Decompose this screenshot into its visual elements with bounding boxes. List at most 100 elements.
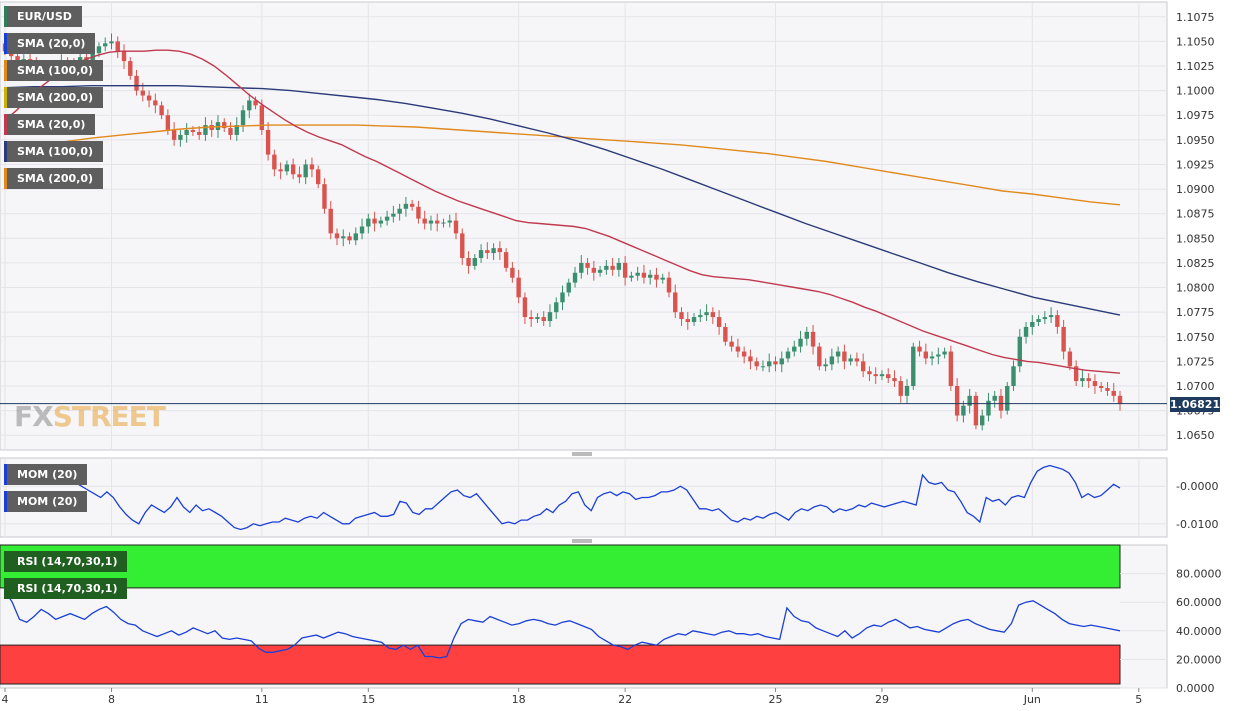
rsi-legend-item[interactable]: RSI (14,70,30,1)	[4, 578, 128, 599]
candle	[234, 117, 239, 141]
candle	[785, 347, 791, 363]
price-legend-item[interactable]: SMA (200,0)	[4, 168, 104, 189]
candle-body	[478, 250, 484, 258]
legend-label: SMA (20,0)	[17, 37, 86, 50]
candle-body	[917, 346, 922, 352]
candle-body	[898, 381, 903, 396]
candle-body	[303, 164, 308, 178]
candle-body	[1055, 315, 1060, 327]
candle-body	[1005, 386, 1010, 411]
rsi-legend-item[interactable]: RSI (14,70,30,1)	[4, 551, 128, 572]
candle	[309, 157, 315, 178]
candle-body	[547, 312, 553, 322]
legend-label: RSI (14,70,30,1)	[17, 555, 118, 568]
candle	[334, 228, 340, 246]
candle	[867, 366, 872, 382]
candle	[447, 214, 452, 228]
candle-body	[1073, 366, 1079, 382]
candle-body	[240, 110, 246, 126]
candle-body	[929, 356, 935, 359]
legend-color-swatch	[4, 464, 7, 485]
candle-body	[428, 220, 434, 224]
candle	[1092, 374, 1098, 394]
candle	[616, 258, 622, 277]
price-tick-label: 1.0800	[1176, 282, 1215, 295]
candle-body	[503, 252, 509, 268]
candle-body	[203, 125, 208, 135]
candle-body	[284, 164, 290, 172]
candle-body	[416, 206, 421, 219]
candle-body	[1023, 326, 1029, 337]
candle-body	[196, 131, 202, 135]
candle-body	[397, 208, 402, 214]
candle	[422, 210, 427, 230]
candle-body	[134, 75, 139, 91]
legend-label: SMA (200,0)	[17, 91, 94, 104]
legend-color-swatch	[4, 60, 7, 81]
rsi-oversold-zone	[0, 644, 1121, 685]
price-legend-item[interactable]: SMA (100,0)	[4, 60, 104, 81]
candle	[886, 368, 891, 384]
price-legend-item[interactable]: SMA (20,0)	[4, 114, 96, 135]
candle	[635, 266, 640, 281]
candle-body	[178, 134, 183, 140]
candle-body	[1048, 315, 1054, 318]
candle-body	[121, 51, 127, 62]
candle-body	[879, 374, 885, 377]
price-legend-item[interactable]: SMA (200,0)	[4, 87, 104, 108]
x-tick-label: 5	[1135, 693, 1142, 706]
candle-body	[391, 213, 396, 217]
x-tick-label: 25	[768, 693, 782, 706]
candle	[134, 69, 139, 96]
candle	[328, 200, 333, 240]
candle	[748, 349, 753, 370]
candle	[378, 216, 384, 228]
candle	[121, 44, 127, 69]
candle-body	[228, 128, 233, 135]
candle-body	[979, 415, 985, 426]
legend-label: MOM (20)	[17, 468, 78, 481]
candle-body	[359, 226, 365, 234]
candle-body	[911, 346, 916, 386]
legend-color-swatch	[4, 168, 7, 189]
candle-body	[510, 267, 515, 278]
candle-body	[723, 326, 728, 342]
momentum-legend-item[interactable]: MOM (20)	[4, 491, 88, 512]
candle-body	[572, 272, 578, 283]
candle-body	[641, 272, 647, 278]
candle-body	[760, 366, 766, 368]
candle-body	[1111, 390, 1116, 396]
candle	[685, 312, 690, 330]
candle	[854, 352, 860, 367]
candle-body	[798, 338, 803, 347]
candle-body	[566, 282, 571, 293]
candle	[773, 356, 778, 372]
candle	[591, 260, 597, 281]
candle-body	[635, 272, 640, 276]
legend-label: RSI (14,70,30,1)	[17, 582, 118, 595]
candle	[948, 345, 954, 391]
candle	[510, 261, 515, 283]
price-tick-label: 1.0925	[1176, 158, 1215, 171]
candle	[698, 309, 703, 322]
candle	[453, 212, 459, 240]
candle	[284, 160, 290, 176]
candle-body	[447, 220, 452, 223]
price-legend-item[interactable]: SMA (100,0)	[4, 141, 104, 162]
momentum-legend-item[interactable]: MOM (20)	[4, 464, 88, 485]
candle	[372, 211, 377, 232]
candle	[441, 218, 446, 228]
candle	[1036, 315, 1041, 326]
candle-body	[472, 258, 478, 266]
candle	[103, 37, 108, 52]
candle	[384, 210, 390, 226]
candle-body	[610, 265, 615, 270]
rsi-tick-label: 60.0000	[1176, 596, 1222, 609]
x-tick-label: 15	[361, 693, 375, 706]
candle	[1061, 320, 1066, 360]
candle-body	[936, 354, 941, 357]
candle-body	[860, 361, 866, 372]
price-legend-item[interactable]: SMA (20,0)	[4, 33, 96, 54]
candle	[810, 324, 816, 355]
price-legend-item[interactable]: EUR/USD	[4, 6, 82, 27]
